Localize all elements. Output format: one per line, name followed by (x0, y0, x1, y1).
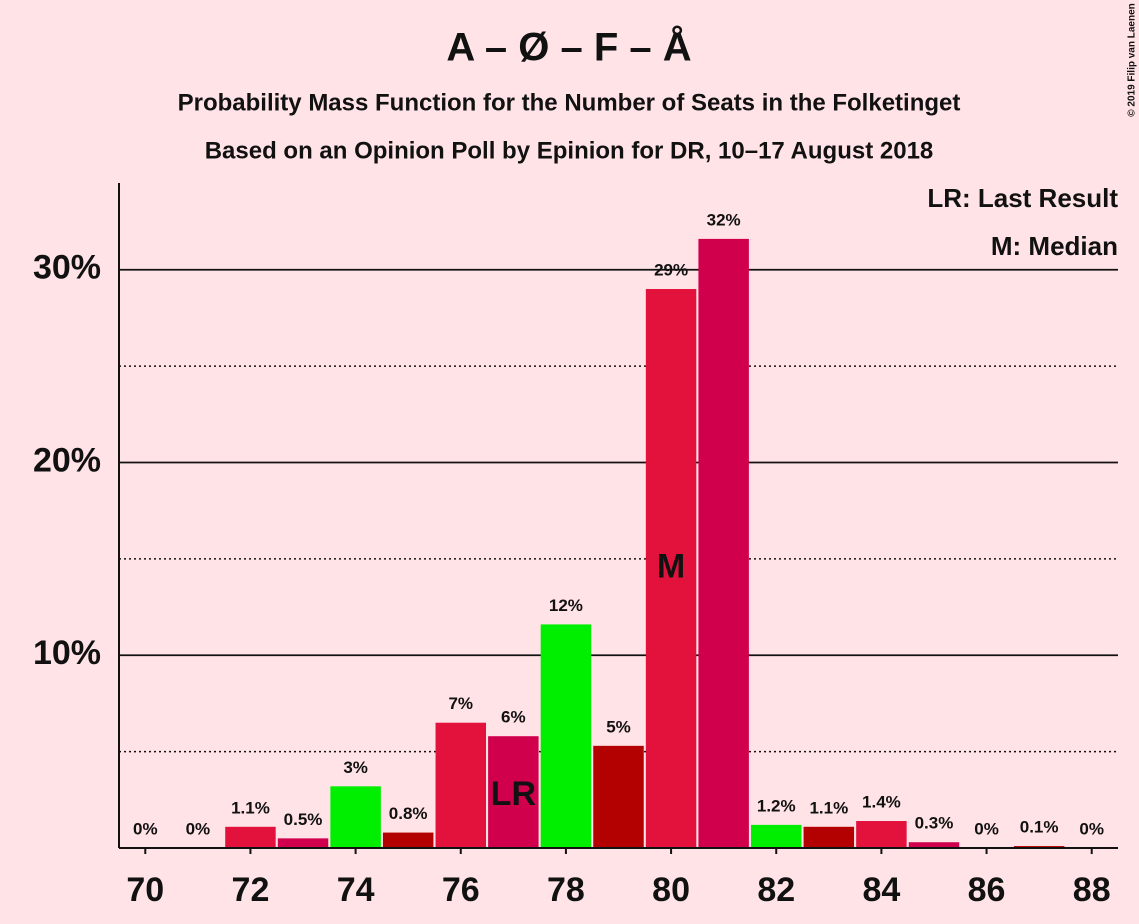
bar (645, 289, 697, 848)
x-tick-label: 70 (126, 871, 164, 909)
annotation: M (657, 547, 685, 585)
value-label: 0% (186, 819, 211, 838)
bar (856, 821, 907, 848)
y-tick-label: 20% (33, 441, 101, 479)
x-tick-label: 82 (757, 871, 795, 909)
y-tick-label: 10% (33, 634, 101, 672)
value-label: 0.1% (1020, 818, 1059, 837)
value-label: 0% (974, 819, 999, 838)
x-tick-label: 78 (547, 871, 585, 909)
x-tick-label: 80 (652, 871, 690, 909)
value-label: 1.2% (757, 796, 796, 815)
bar (593, 745, 644, 848)
value-label: 3% (343, 758, 368, 777)
bar (488, 736, 539, 848)
value-label: 5% (606, 717, 631, 736)
value-label: 1.4% (862, 792, 901, 811)
x-tick-label: 76 (442, 871, 480, 909)
x-tick-label: 74 (337, 871, 375, 909)
value-label: 6% (501, 708, 526, 727)
bar (908, 842, 960, 848)
bar (277, 838, 329, 848)
value-label: 0% (1079, 819, 1104, 838)
bar (750, 824, 802, 848)
x-tick-label: 86 (968, 871, 1006, 909)
value-label: 0.5% (284, 810, 323, 829)
value-label: 7% (448, 694, 473, 713)
chart-subtitle: Based on an Opinion Poll by Epinion for … (205, 137, 934, 164)
annotation: LR (491, 775, 536, 813)
value-label: 12% (549, 596, 583, 615)
x-tick-label: 72 (232, 871, 270, 909)
bar (382, 832, 434, 848)
x-tick-label: 88 (1073, 871, 1111, 909)
chart-subtitle: Probability Mass Function for the Number… (178, 89, 961, 116)
chart-title: A – Ø – F – Å (446, 25, 691, 70)
y-tick-label: 30% (33, 249, 101, 287)
bar (330, 786, 381, 848)
value-label: 0.8% (389, 804, 428, 823)
value-label: 0.3% (915, 814, 954, 833)
bar (225, 826, 276, 848)
x-tick-label: 84 (862, 871, 900, 909)
value-label: 0% (133, 819, 158, 838)
value-label: 32% (707, 210, 741, 229)
value-label: 29% (654, 260, 688, 279)
legend-entry: LR: Last Result (927, 183, 1118, 213)
bar (698, 238, 749, 848)
value-label: 1.1% (231, 798, 270, 817)
bar (435, 722, 487, 848)
legend-entry: M: Median (991, 231, 1118, 261)
copyright: © 2019 Filip van Laenen (1127, 3, 1138, 117)
value-label: 1.1% (809, 798, 848, 817)
bar (540, 624, 592, 848)
bar (803, 826, 855, 848)
